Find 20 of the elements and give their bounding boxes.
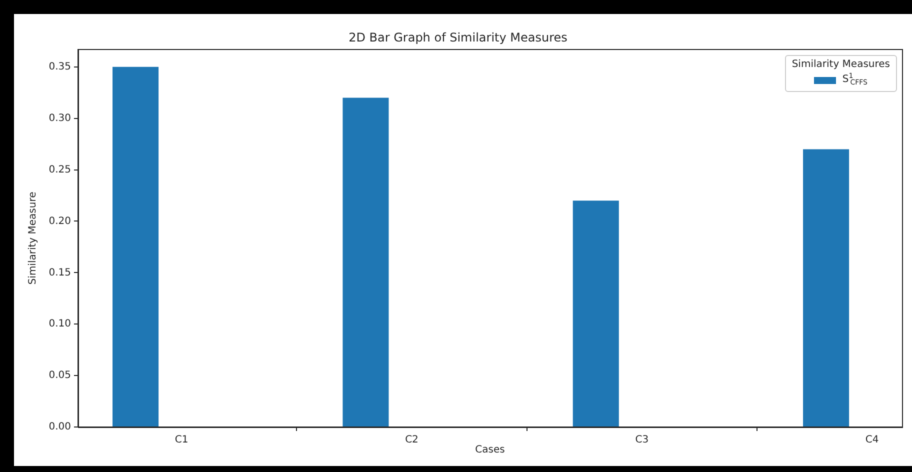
y-tick-label: 0.00 bbox=[48, 422, 71, 433]
legend-title: Similarity Measures bbox=[792, 59, 890, 70]
bar bbox=[342, 98, 389, 426]
x-tick-label: C1 bbox=[174, 434, 188, 446]
y-tick-label: 0.35 bbox=[48, 61, 71, 72]
x-axis-title: Cases bbox=[475, 444, 505, 456]
x-tick-label: C4 bbox=[865, 434, 879, 446]
y-tick-label: 0.15 bbox=[48, 267, 71, 278]
y-axis-title: Similarity Measure bbox=[28, 192, 39, 285]
chart-title: 2D Bar Graph of Similarity Measures bbox=[348, 30, 568, 44]
x-tick-label: C3 bbox=[635, 434, 649, 446]
bar bbox=[112, 66, 159, 426]
y-tick-label: 0.05 bbox=[48, 370, 71, 382]
bar bbox=[803, 149, 850, 426]
y-tick-label: 0.25 bbox=[48, 164, 71, 176]
y-tick-label: 0.30 bbox=[48, 112, 71, 124]
y-tick-label: 0.10 bbox=[48, 318, 71, 330]
y-tick-label: 0.20 bbox=[48, 216, 71, 227]
bar bbox=[572, 200, 619, 426]
x-tick-label: C2 bbox=[405, 434, 418, 446]
